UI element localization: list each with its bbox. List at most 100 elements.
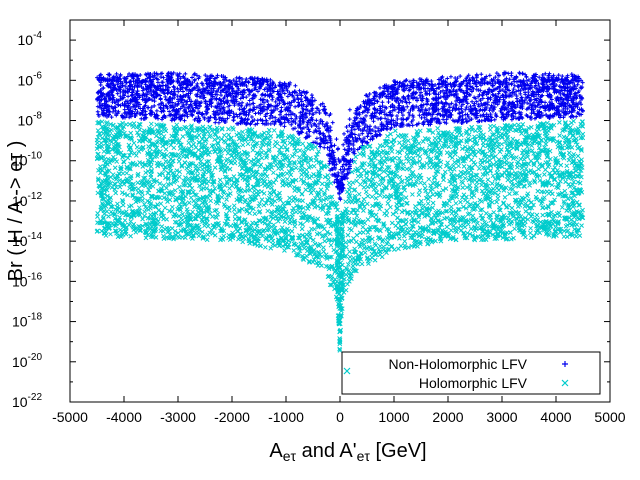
data-point-plus bbox=[289, 100, 294, 105]
data-point-plus bbox=[535, 87, 540, 92]
data-points bbox=[94, 70, 586, 353]
data-point-plus bbox=[410, 123, 415, 128]
data-point-plus bbox=[133, 107, 138, 112]
data-point-plus bbox=[122, 107, 127, 112]
data-point-plus bbox=[414, 104, 419, 109]
data-point-plus bbox=[275, 89, 280, 94]
data-point-plus bbox=[390, 103, 395, 108]
data-point-plus bbox=[542, 86, 547, 91]
data-point-plus bbox=[463, 107, 468, 112]
data-point-plus bbox=[430, 112, 435, 117]
data-point-plus bbox=[292, 99, 297, 104]
data-point-plus bbox=[287, 91, 292, 96]
data-point-plus bbox=[95, 109, 100, 114]
data-point-plus bbox=[193, 99, 198, 104]
data-point-plus bbox=[377, 104, 382, 109]
data-point-plus bbox=[360, 131, 365, 136]
data-point-plus bbox=[247, 102, 252, 107]
data-point-plus bbox=[407, 88, 412, 93]
data-point-plus bbox=[317, 121, 322, 126]
data-point-plus bbox=[189, 103, 194, 108]
data-point-plus bbox=[417, 93, 422, 98]
data-point-plus bbox=[244, 84, 249, 89]
data-point-plus bbox=[384, 119, 389, 124]
data-point-plus bbox=[319, 137, 324, 142]
data-point-plus bbox=[208, 97, 213, 102]
data-point-plus bbox=[442, 120, 447, 125]
data-point-plus bbox=[365, 134, 370, 139]
data-point-plus bbox=[362, 125, 367, 130]
data-point-plus bbox=[282, 91, 287, 96]
data-point-plus bbox=[378, 116, 383, 121]
data-point-plus bbox=[196, 106, 201, 111]
data-point-plus bbox=[270, 115, 275, 120]
data-point-plus bbox=[423, 89, 428, 94]
data-point-plus bbox=[565, 106, 570, 111]
data-point-plus bbox=[465, 119, 470, 124]
data-point-plus bbox=[574, 86, 579, 91]
data-point-plus bbox=[152, 112, 157, 117]
data-point-plus bbox=[540, 93, 545, 98]
data-point-plus bbox=[235, 114, 240, 119]
data-point-plus bbox=[531, 100, 536, 105]
data-point-plus bbox=[293, 104, 298, 109]
data-point-plus bbox=[313, 140, 318, 145]
data-point-plus bbox=[125, 86, 130, 91]
data-point-plus bbox=[147, 97, 152, 102]
data-point-plus bbox=[158, 96, 163, 101]
data-point-plus bbox=[222, 101, 227, 106]
data-point-plus bbox=[304, 104, 309, 109]
data-point-plus bbox=[382, 112, 387, 117]
data-point-plus bbox=[356, 133, 361, 138]
data-point-plus bbox=[379, 116, 384, 121]
data-point-plus bbox=[160, 117, 165, 122]
data-point-plus bbox=[170, 108, 175, 113]
data-point-plus bbox=[468, 104, 473, 109]
data-point-plus bbox=[357, 146, 362, 151]
data-point-plus bbox=[175, 86, 180, 91]
data-point-plus bbox=[447, 105, 452, 110]
data-point-plus bbox=[224, 93, 229, 98]
data-point-plus bbox=[144, 94, 149, 99]
data-point-plus bbox=[356, 126, 361, 131]
data-point-plus bbox=[376, 126, 381, 131]
data-point-plus bbox=[220, 116, 225, 121]
data-point-plus bbox=[270, 97, 275, 102]
data-point-plus bbox=[247, 98, 252, 103]
data-point-plus bbox=[470, 99, 475, 104]
data-point-plus bbox=[386, 117, 391, 122]
data-point-plus bbox=[371, 115, 376, 120]
data-point-plus bbox=[127, 115, 132, 120]
data-point-plus bbox=[178, 83, 183, 88]
data-point-plus bbox=[405, 104, 410, 109]
data-point-plus bbox=[115, 102, 120, 107]
data-point-plus bbox=[171, 84, 176, 89]
data-point-plus bbox=[503, 85, 508, 90]
data-point-plus bbox=[456, 106, 461, 111]
data-point-plus bbox=[515, 103, 520, 108]
data-point-plus bbox=[499, 106, 504, 111]
data-point-plus bbox=[328, 168, 333, 173]
data-point-plus bbox=[383, 116, 388, 121]
data-point-plus bbox=[299, 99, 304, 104]
data-point-plus bbox=[311, 130, 316, 135]
data-point-plus bbox=[385, 113, 390, 118]
data-point-plus bbox=[418, 90, 423, 95]
data-point-plus bbox=[375, 108, 380, 113]
data-point-plus bbox=[237, 107, 242, 112]
data-point-plus bbox=[142, 104, 147, 109]
data-point-plus bbox=[116, 103, 121, 108]
data-point-plus bbox=[351, 142, 356, 147]
data-point-plus bbox=[572, 91, 577, 96]
data-point-plus bbox=[380, 100, 385, 105]
data-point-plus bbox=[163, 94, 168, 99]
data-point-plus bbox=[96, 112, 101, 117]
data-point-plus bbox=[152, 99, 157, 104]
data-point-plus bbox=[449, 84, 454, 89]
data-point-plus bbox=[272, 122, 277, 127]
data-point-plus bbox=[454, 103, 459, 108]
data-point-plus bbox=[289, 116, 294, 121]
data-point-plus bbox=[186, 105, 191, 110]
